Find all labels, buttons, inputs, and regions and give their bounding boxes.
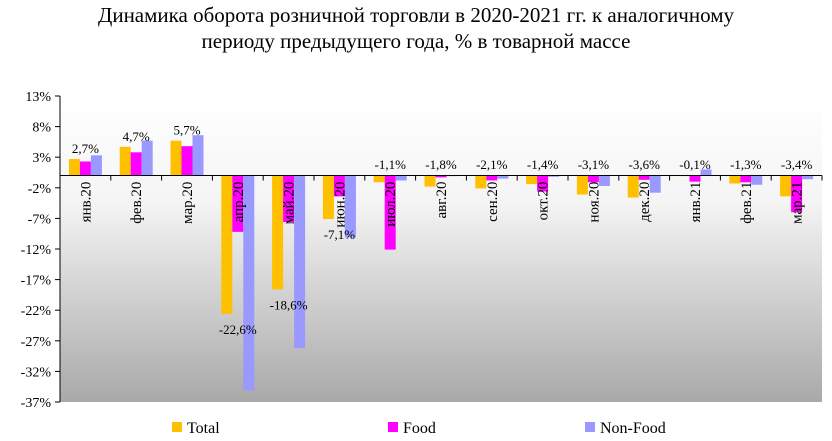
x-category-label: окт.20: [536, 182, 552, 221]
bar-food-14: [791, 175, 803, 213]
y-tick-label: -2%: [28, 182, 52, 197]
bar-non-food-5: [344, 175, 356, 238]
y-tick-label: -12%: [21, 243, 52, 258]
bar-total-5: [322, 175, 334, 220]
bar-total-7: [424, 175, 436, 187]
bar-food-0: [79, 161, 91, 176]
legend-swatch: [388, 422, 398, 432]
bar-food-8: [486, 175, 498, 181]
y-tick-label: 3%: [32, 151, 51, 166]
x-category-label: мар.21: [790, 182, 806, 224]
data-label: -3,6%: [628, 157, 660, 172]
data-label: -0,1%: [679, 157, 711, 172]
x-category-label: авг.20: [434, 182, 450, 219]
bar-food-3: [232, 175, 244, 232]
bar-non-food-1: [141, 140, 153, 176]
chart-title: Динамика оборота розничной торговли в 20…: [0, 2, 832, 54]
axes-layer: 13% 8% 3% -2% -7% -12% -17% -22% -27% -32% -37%: [21, 90, 823, 411]
bar-non-food-3: [243, 175, 255, 391]
bar-total-11: [627, 175, 639, 198]
bar-non-food-6: [395, 175, 407, 181]
bar-non-food-14: [802, 175, 814, 180]
x-category-label: сен.20: [485, 182, 501, 222]
bars-layer: [68, 135, 814, 391]
x-category-label: июн.20: [332, 182, 348, 228]
bar-total-4: [272, 175, 284, 290]
bar-food-12: [689, 175, 701, 182]
data-label: 4,7%: [123, 129, 150, 144]
bar-total-2: [170, 140, 182, 176]
y-tick-label: -17%: [21, 274, 52, 289]
bar-food-10: [587, 175, 599, 183]
bar-food-1: [130, 152, 142, 176]
data-label: -1,3%: [730, 157, 762, 172]
x-category-label: июл.20: [383, 182, 399, 227]
data-label: -3,4%: [781, 157, 813, 172]
legend: Total Food Non-Food: [172, 420, 666, 437]
bar-food-4: [283, 175, 295, 223]
bar-total-3: [221, 175, 233, 314]
x-category-label: мар.20: [180, 182, 196, 224]
bar-food-11: [638, 175, 650, 180]
data-label: -2,1%: [476, 157, 508, 172]
bar-food-7: [435, 175, 447, 178]
data-label: -1,4%: [527, 157, 559, 172]
bar-non-food-0: [90, 155, 102, 176]
x-category-label: фев.20: [129, 182, 145, 224]
data-label: -18,6%: [270, 297, 308, 312]
y-tick-label: -32%: [21, 365, 52, 380]
bar-non-food-2: [192, 135, 204, 176]
bar-total-8: [475, 175, 487, 189]
data-label: -3,1%: [578, 157, 610, 172]
legend-label: Total: [187, 420, 220, 437]
data-label: -1,1%: [374, 157, 406, 172]
bar-total-9: [526, 175, 538, 185]
bar-food-5: [333, 175, 345, 197]
data-label: -22,6%: [219, 322, 257, 337]
y-tick-label: 8%: [32, 121, 51, 136]
bar-food-6: [384, 175, 396, 250]
legend-swatch: [585, 422, 595, 432]
data-label: 5,7%: [173, 123, 200, 138]
x-category-label: янв.20: [78, 182, 94, 223]
data-label: -1,8%: [425, 157, 457, 172]
bar-food-9: [537, 175, 549, 192]
bar-total-6: [373, 175, 385, 183]
bar-total-1: [119, 146, 131, 176]
x-category-label: янв.21: [688, 182, 704, 223]
x-category-label: ноя.20: [586, 182, 602, 223]
chart-title-line1: Динамика оборота розничной торговли в 20…: [98, 3, 734, 27]
chart-title-line2: периоду предыдущего года, % в товарной м…: [201, 29, 631, 53]
bar-total-13: [729, 175, 741, 184]
bar-total-10: [576, 175, 588, 195]
bar-non-food-9: [548, 175, 560, 177]
x-category-label: май.20: [282, 182, 298, 225]
legend-label: Non-Food: [600, 420, 666, 437]
bar-non-food-4: [294, 175, 306, 349]
legend-swatch: [172, 422, 182, 432]
data-label: 2,7%: [72, 141, 99, 156]
x-category-label: фев.21: [739, 182, 755, 224]
x-category-label: дек.20: [637, 182, 653, 222]
legend-label: Food: [403, 420, 436, 437]
bar-food-2: [181, 146, 193, 176]
y-tick-label: -27%: [21, 335, 52, 350]
y-tick-label: -22%: [21, 304, 52, 319]
bar-total-0: [68, 159, 80, 176]
bar-non-food-11: [649, 175, 661, 193]
bar-non-food-10: [598, 175, 610, 186]
bar-non-food-8: [497, 175, 509, 179]
y-tick-label: -7%: [28, 212, 52, 227]
bar-total-14: [780, 175, 792, 197]
bar-non-food-12: [700, 169, 712, 176]
bar-food-13: [740, 175, 752, 183]
bar-non-food-13: [751, 175, 763, 185]
y-tick-label: 13%: [25, 90, 51, 105]
labels-layer: янв.20 фев.20 мар.20 апр.20 май.20 июн.20 июл.…: [72, 123, 813, 337]
x-category-label: апр.20: [231, 182, 247, 223]
y-tick-label: -37%: [21, 396, 52, 411]
data-label: -7,1%: [324, 227, 356, 242]
